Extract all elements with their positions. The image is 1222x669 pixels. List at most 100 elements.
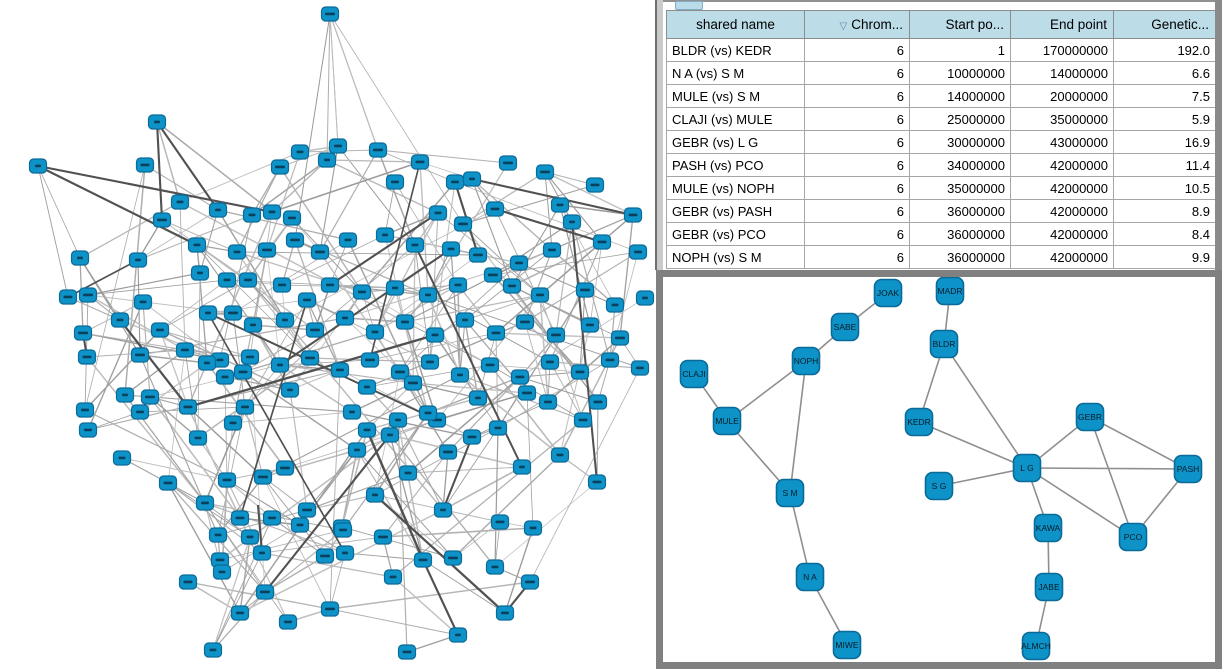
- network-node[interactable]: [509, 255, 529, 271]
- network-node[interactable]: [112, 450, 132, 466]
- network-node[interactable]: [438, 444, 458, 460]
- network-node[interactable]: [538, 394, 558, 410]
- splitter[interactable]: [657, 0, 663, 270]
- network-node[interactable]: [510, 369, 530, 385]
- network-node[interactable]: [77, 349, 97, 365]
- network-node[interactable]: [380, 427, 400, 443]
- network-node[interactable]: [433, 502, 453, 518]
- network-node[interactable]: [197, 355, 217, 371]
- network-node[interactable]: [546, 327, 566, 343]
- table-cell[interactable]: MULE (vs) NOPH: [666, 176, 805, 200]
- network-node[interactable]: [468, 247, 488, 263]
- network-node[interactable]: [338, 232, 358, 248]
- network-node[interactable]: [320, 601, 340, 617]
- network-node[interactable]: [490, 514, 510, 530]
- network-node[interactable]: [635, 290, 655, 306]
- network-node[interactable]: [242, 207, 262, 223]
- table-cell[interactable]: GEBR (vs) PCO: [666, 222, 805, 246]
- network-node[interactable]: [233, 364, 253, 380]
- network-node[interactable]: [468, 390, 488, 406]
- network-node[interactable]: [272, 277, 292, 293]
- table-cell[interactable]: N A (vs) S M: [666, 61, 805, 85]
- table-cell[interactable]: 43000000: [1010, 130, 1114, 154]
- network-node[interactable]: [383, 569, 403, 585]
- table-cell[interactable]: 8.9: [1113, 199, 1216, 223]
- network-node[interactable]: [630, 360, 650, 376]
- network-node[interactable]: [310, 244, 330, 260]
- network-node[interactable]: [540, 354, 560, 370]
- network-node[interactable]: [187, 237, 207, 253]
- network-node[interactable]: [198, 305, 218, 321]
- network-node[interactable]: [208, 527, 228, 543]
- network-node-KAWA[interactable]: KAWA: [1033, 513, 1063, 543]
- table-row[interactable]: CLAJI (vs) MULE 6 25000000 35000000 5.9: [666, 107, 1216, 131]
- network-node[interactable]: [297, 292, 317, 308]
- network-node[interactable]: [217, 272, 237, 288]
- network-node[interactable]: [512, 459, 532, 475]
- table-row[interactable]: BLDR (vs) KEDR 6 1 170000000 192.0: [666, 38, 1216, 62]
- network-node[interactable]: [520, 574, 540, 590]
- network-node[interactable]: [365, 487, 385, 503]
- network-node[interactable]: [570, 364, 590, 380]
- network-node[interactable]: [413, 552, 433, 568]
- network-node[interactable]: [585, 177, 605, 193]
- network-node[interactable]: [395, 314, 415, 330]
- network-node[interactable]: [588, 394, 608, 410]
- table-cell[interactable]: 42000000: [1010, 245, 1114, 269]
- table-cell[interactable]: 11.4: [1113, 153, 1216, 177]
- network-node[interactable]: [368, 142, 388, 158]
- table-cell[interactable]: 6: [804, 38, 910, 62]
- column-header-chrom---[interactable]: ▽ Chrom...: [804, 10, 910, 39]
- network-node[interactable]: [230, 510, 250, 526]
- network-node[interactable]: [523, 520, 543, 536]
- network-node[interactable]: [462, 429, 482, 445]
- table-row[interactable]: GEBR (vs) PCO 6 36000000 42000000 8.4: [666, 222, 1216, 246]
- network-node-MADR[interactable]: MADR: [935, 277, 965, 306]
- network-node[interactable]: [515, 314, 535, 330]
- table-cell[interactable]: 42000000: [1010, 153, 1114, 177]
- network-edge-BLDR-L G[interactable]: [943, 343, 1028, 469]
- table-cell[interactable]: BLDR (vs) KEDR: [666, 38, 805, 62]
- network-node[interactable]: [235, 399, 255, 415]
- table-cell[interactable]: 36000000: [909, 245, 1011, 269]
- network-node[interactable]: [195, 495, 215, 511]
- network-node[interactable]: [445, 174, 465, 190]
- network-node[interactable]: [450, 367, 470, 383]
- table-cell[interactable]: 36000000: [909, 222, 1011, 246]
- network-node[interactable]: [605, 297, 625, 313]
- network-node[interactable]: [365, 324, 385, 340]
- network-edge-GEBR-PCO[interactable]: [1089, 416, 1134, 538]
- network-node[interactable]: [335, 310, 355, 326]
- column-header-start-po---[interactable]: Start po...: [909, 10, 1011, 39]
- network-node[interactable]: [262, 510, 282, 526]
- network-node[interactable]: [170, 194, 190, 210]
- network-node[interactable]: [275, 312, 295, 328]
- network-node-MIWE[interactable]: MIWE: [832, 630, 862, 660]
- network-node[interactable]: [328, 138, 348, 154]
- network-node[interactable]: [455, 312, 475, 328]
- network-node[interactable]: [398, 465, 418, 481]
- network-node[interactable]: [78, 422, 98, 438]
- table-cell[interactable]: 35000000: [1010, 107, 1114, 131]
- network-node[interactable]: [397, 644, 417, 660]
- network-node-NOPH[interactable]: NOPH: [791, 346, 821, 376]
- network-node[interactable]: [352, 284, 372, 300]
- table-cell[interactable]: 5.9: [1113, 107, 1216, 131]
- table-cell[interactable]: 42000000: [1010, 199, 1114, 223]
- table-cell[interactable]: PASH (vs) PCO: [666, 153, 805, 177]
- network-node[interactable]: [405, 237, 425, 253]
- network-node[interactable]: [275, 460, 295, 476]
- network-node[interactable]: [320, 6, 340, 22]
- network-node[interactable]: [130, 404, 150, 420]
- network-edge-KEDR-L G[interactable]: [918, 421, 1028, 469]
- table-cell[interactable]: 1: [909, 38, 1011, 62]
- table-cell[interactable]: 16.9: [1113, 130, 1216, 154]
- network-node[interactable]: [130, 347, 150, 363]
- table-cell[interactable]: 34000000: [909, 153, 1011, 177]
- network-node-SABE[interactable]: SABE: [830, 312, 860, 342]
- network-node[interactable]: [403, 375, 423, 391]
- network-node[interactable]: [573, 412, 593, 428]
- table-row[interactable]: MULE (vs) S M 6 14000000 20000000 7.5: [666, 84, 1216, 108]
- network-node[interactable]: [488, 420, 508, 436]
- network-node[interactable]: [495, 605, 515, 621]
